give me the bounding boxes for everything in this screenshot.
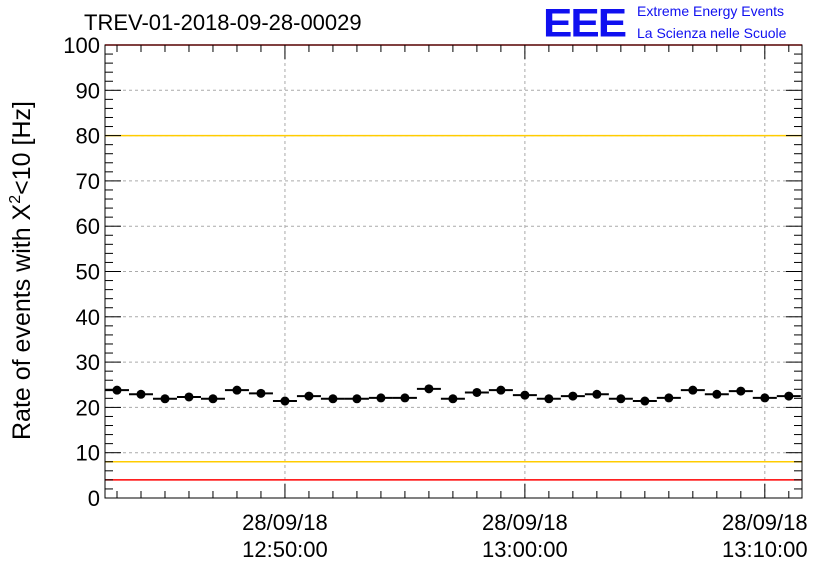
data-point	[760, 393, 770, 403]
x-tick-date: 28/09/18	[722, 510, 808, 535]
data-point	[208, 394, 218, 404]
data-point	[256, 388, 266, 398]
y-tick-label: 90	[76, 78, 100, 103]
data-point	[520, 390, 530, 400]
data-point	[592, 389, 602, 399]
x-tick-time: 13:00:00	[482, 537, 568, 562]
y-tick-label: 100	[63, 33, 100, 58]
y-tick-label: 30	[76, 350, 100, 375]
data-point	[304, 391, 314, 401]
data-point	[232, 385, 242, 395]
data-point	[640, 396, 650, 406]
data-point	[328, 394, 338, 404]
data-point	[616, 394, 626, 404]
data-point	[112, 385, 122, 395]
data-point	[664, 393, 674, 403]
y-tick-label: 40	[76, 305, 100, 330]
data-point	[448, 394, 458, 404]
y-tick-label: 20	[76, 395, 100, 420]
x-tick-date: 28/09/18	[482, 510, 568, 535]
data-point	[688, 385, 698, 395]
data-point	[496, 385, 506, 395]
data-point	[376, 393, 386, 403]
logo-line-2: La Scienza nelle Scuole	[637, 25, 787, 41]
data-point	[280, 396, 290, 406]
data-point	[400, 393, 410, 403]
y-tick-label: 0	[88, 486, 100, 511]
data-point	[472, 387, 482, 397]
y-tick-label: 10	[76, 441, 100, 466]
y-tick-label: 50	[76, 260, 100, 285]
data-point	[184, 392, 194, 402]
logo-line-1: Extreme Energy Events	[637, 3, 785, 19]
data-point	[424, 384, 434, 394]
data-point	[352, 394, 362, 404]
y-tick-label: 60	[76, 214, 100, 239]
eee-logo: EEE	[543, 1, 627, 46]
x-tick-date: 28/09/18	[242, 510, 328, 535]
y-tick-label: 80	[76, 124, 100, 149]
x-tick-time: 12:50:00	[242, 537, 328, 562]
data-point	[544, 394, 554, 404]
data-point	[160, 394, 170, 404]
data-point	[784, 391, 794, 401]
y-axis-label: Rate of events with X2<10 [Hz]	[7, 101, 36, 440]
data-point	[712, 389, 722, 399]
x-tick-time: 13:10:00	[722, 537, 808, 562]
data-point	[568, 391, 578, 401]
data-point	[736, 386, 746, 396]
y-tick-label: 70	[76, 169, 100, 194]
chart-title: TREV-01-2018-09-28-00029	[84, 10, 362, 35]
data-point	[136, 389, 146, 399]
